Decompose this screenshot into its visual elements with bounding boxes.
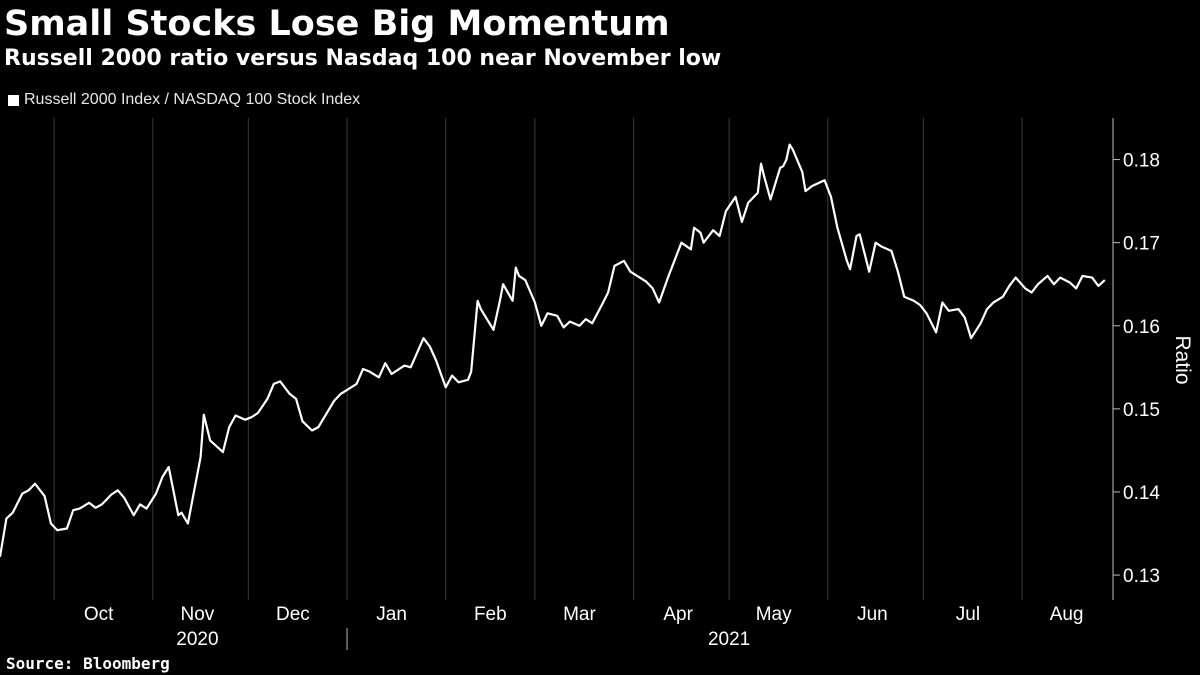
- y-tick-label: 0.17: [1123, 234, 1160, 255]
- x-tick-label: Feb: [474, 604, 507, 625]
- x-tick-label: Apr: [663, 604, 693, 625]
- chart-subtitle: Russell 2000 ratio versus Nasdaq 100 nea…: [4, 46, 722, 71]
- chart-title: Small Stocks Lose Big Momentum: [4, 4, 670, 44]
- legend-swatch-icon: [8, 94, 19, 106]
- y-tick-label: 0.13: [1123, 566, 1160, 587]
- x-tick-label: Jun: [857, 604, 888, 625]
- x-year-label: 2021: [708, 629, 750, 650]
- x-tick-label: Mar: [563, 604, 596, 625]
- x-tick-label: Dec: [276, 604, 310, 625]
- axes: 0.13 0.14 0.15 0.16 0.17 0.18 Ratio Oct Nov Dec Ja…: [84, 118, 1194, 650]
- y-tick-label: 0.16: [1123, 317, 1160, 338]
- x-year-label: 2020: [176, 629, 218, 650]
- x-tick-label: Oct: [84, 604, 114, 625]
- x-tick-label: Jan: [376, 604, 407, 625]
- legend-label: Russell 2000 Index / NASDAQ 100 Stock In…: [24, 91, 361, 108]
- series-group: [0, 143, 1106, 557]
- y-axis-label: Ratio: [1171, 335, 1194, 384]
- x-tick-label: Aug: [1050, 604, 1084, 625]
- legend: Russell 2000 Index / NASDAQ 100 Stock In…: [8, 91, 360, 109]
- x-tick-label: Jul: [956, 604, 980, 625]
- source-note: Source: Bloomberg: [6, 654, 170, 673]
- x-tick-label: May: [756, 604, 792, 625]
- y-tick-label: 0.15: [1123, 400, 1160, 421]
- grid: [53, 118, 1023, 600]
- y-tick-label: 0.14: [1123, 483, 1160, 504]
- x-tick-label: Nov: [181, 604, 215, 625]
- y-tick-label: 0.18: [1123, 151, 1160, 172]
- series-line: [0, 143, 1106, 557]
